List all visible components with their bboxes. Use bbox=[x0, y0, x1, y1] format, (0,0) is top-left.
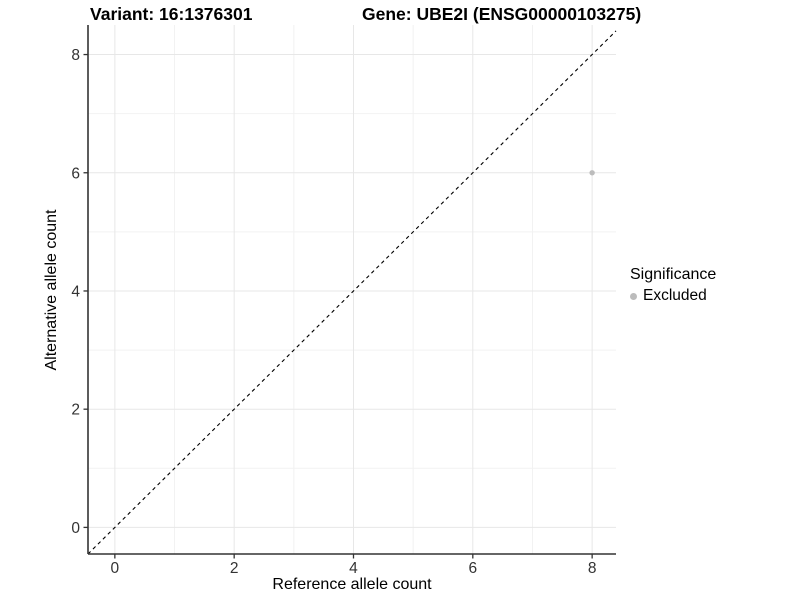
y-axis-title: Alternative allele count bbox=[43, 209, 60, 371]
legend-item-label: Excluded bbox=[643, 287, 707, 304]
legend: Significance Excluded bbox=[630, 266, 716, 305]
x-axis-title: Reference allele count bbox=[272, 576, 432, 593]
legend-title: Significance bbox=[630, 266, 717, 283]
legend-item-excluded: Excluded bbox=[630, 287, 716, 305]
y-tick-label: 4 bbox=[71, 283, 80, 300]
y-tick-label: 8 bbox=[71, 47, 80, 64]
identity-reference-line bbox=[87, 30, 617, 555]
y-tick-label: 6 bbox=[71, 165, 80, 182]
x-tick-label: 0 bbox=[111, 560, 120, 577]
data-point bbox=[589, 170, 595, 176]
x-tick-label: 8 bbox=[588, 560, 597, 577]
y-tick-label: 2 bbox=[71, 402, 80, 419]
excluded-point-icon bbox=[630, 292, 637, 300]
x-tick-label: 2 bbox=[230, 560, 239, 577]
x-tick-label: 6 bbox=[469, 560, 478, 577]
plot-title-variant: Variant: 16:1376301 bbox=[90, 4, 253, 24]
x-tick-label: 4 bbox=[349, 560, 358, 577]
plot-title-gene: Gene: UBE2I (ENSG00000103275) bbox=[362, 4, 642, 24]
y-tick-label: 0 bbox=[71, 520, 80, 537]
